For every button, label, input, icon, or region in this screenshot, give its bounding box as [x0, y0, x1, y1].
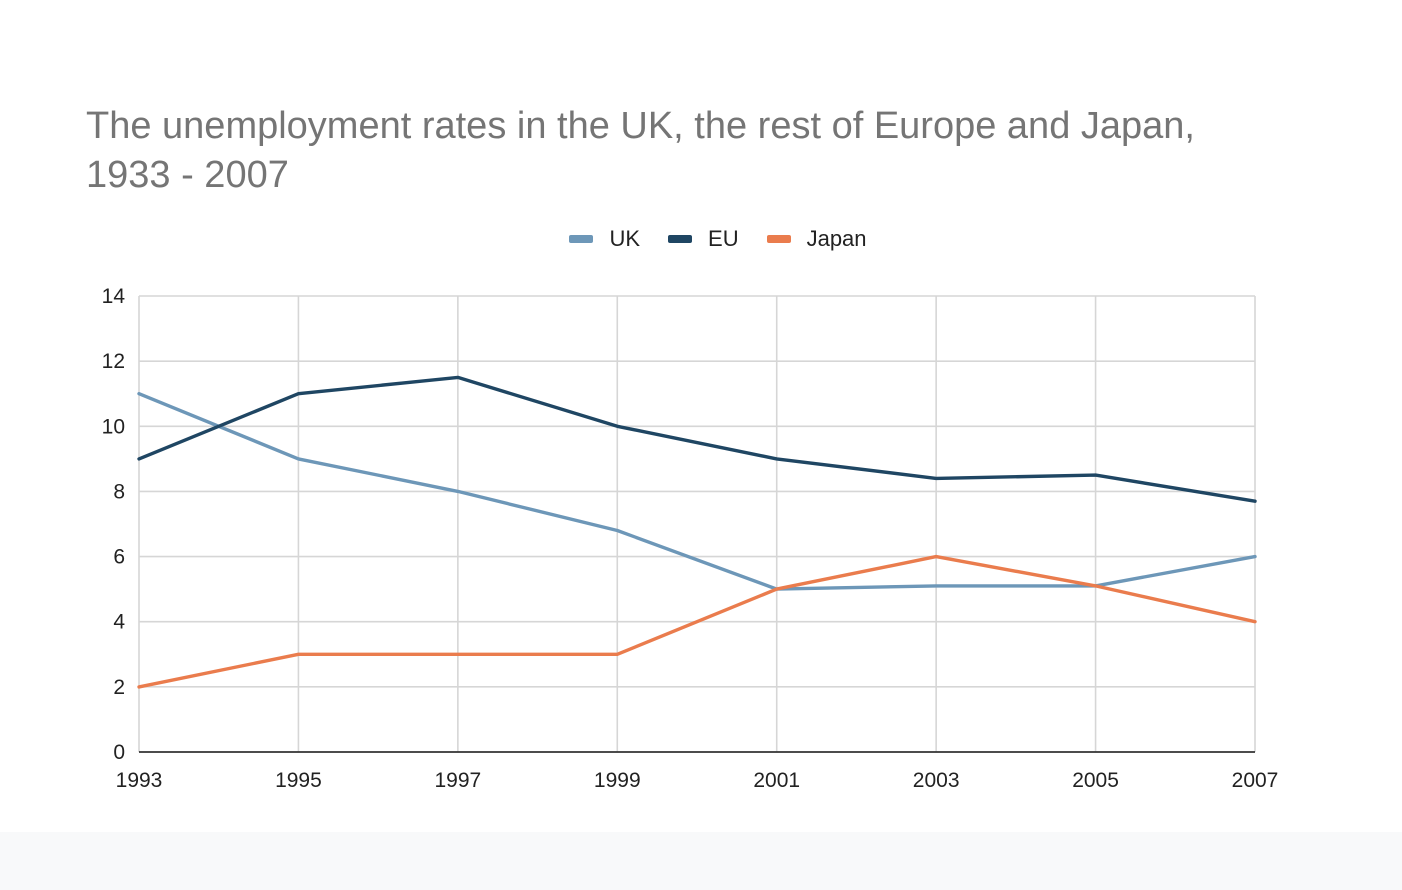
- legend-label-eu: EU: [708, 226, 739, 251]
- x-tick-label: 2005: [1072, 769, 1119, 792]
- x-tick-label: 1995: [275, 769, 322, 792]
- y-tick-label: 4: [113, 611, 125, 634]
- x-tick-label: 2003: [913, 769, 960, 792]
- series-line-uk: [137, 392, 1257, 591]
- legend-label-uk: UK: [609, 226, 641, 251]
- x-tick-label: 2001: [753, 769, 800, 792]
- y-tick-label: 6: [113, 546, 125, 569]
- legend-item-uk[interactable]: UK: [569, 226, 640, 252]
- y-tick-label: 14: [102, 285, 126, 308]
- x-tick-label: 1999: [594, 769, 641, 792]
- legend-swatch-japan: [766, 235, 791, 243]
- chart-title: The unemployment rates in the UK, the re…: [86, 105, 1195, 196]
- legend-item-eu[interactable]: EU: [668, 226, 739, 252]
- series-line-japan: [137, 554, 1257, 689]
- y-tick-label: 10: [102, 415, 125, 438]
- series-line-eu: [137, 375, 1257, 503]
- y-tick-label: 2: [113, 676, 125, 699]
- x-tick-label: 1997: [434, 769, 481, 792]
- y-tick-label: 0: [113, 741, 125, 764]
- x-tick-label: 1993: [116, 769, 163, 792]
- legend-label-japan: Japan: [806, 226, 867, 251]
- legend-swatch-eu: [668, 235, 693, 243]
- y-tick-label: 8: [113, 480, 125, 503]
- y-tick-label: 12: [102, 350, 125, 373]
- x-tick-label: 2007: [1232, 769, 1279, 792]
- chart-legend: UK EU Japan: [0, 226, 1402, 252]
- legend-swatch-uk: [569, 235, 594, 243]
- page-footer-strip: [0, 832, 1402, 890]
- legend-item-japan[interactable]: Japan: [766, 226, 867, 252]
